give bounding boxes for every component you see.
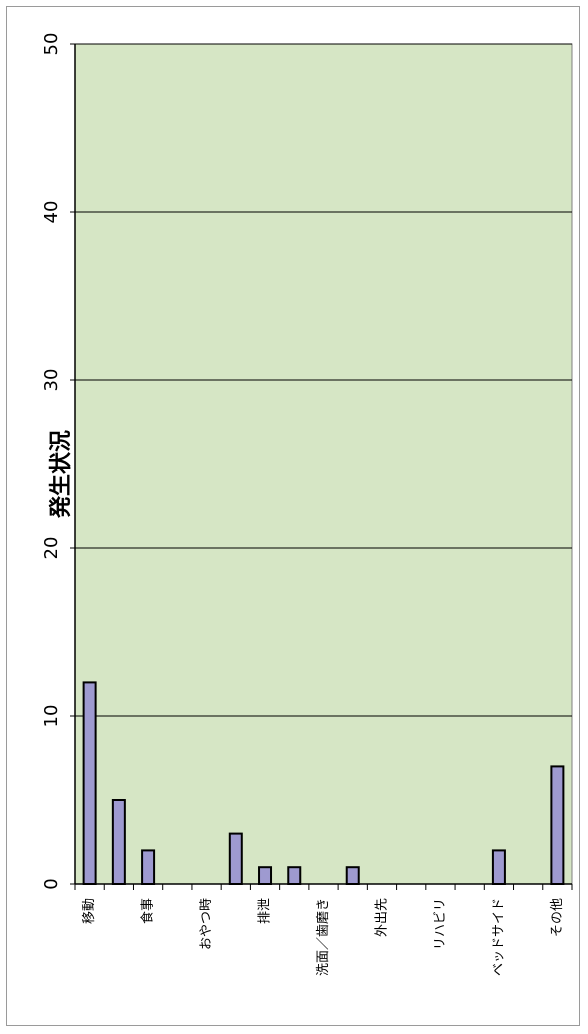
- value-tick-label: 40: [41, 201, 62, 224]
- bar: [287, 866, 302, 886]
- bars: [82, 681, 565, 886]
- value-tick-label: 50: [41, 33, 62, 56]
- bar: [228, 832, 243, 885]
- bar: [491, 849, 506, 886]
- bar: [550, 765, 565, 886]
- gridlines: [70, 43, 572, 885]
- category-label: 排泄: [258, 898, 273, 924]
- category-label: 洗面／歯磨き: [316, 898, 331, 976]
- value-tick-label: 20: [41, 537, 62, 560]
- bar: [141, 849, 156, 886]
- bar: [258, 866, 273, 886]
- category-label: 食事: [140, 898, 156, 924]
- category-labels: 移動 食事 おやつ時 排泄 洗面／歯磨き 外出先 リハビリ ベッドサイド その他: [82, 898, 565, 976]
- value-tick-labels: 0 10 20 30 40 50: [41, 33, 62, 890]
- axes: [74, 44, 573, 890]
- category-label: 移動: [82, 898, 97, 924]
- category-label: リハビリ: [433, 898, 448, 950]
- plot-area: [74, 43, 573, 885]
- category-label: その他: [550, 898, 565, 937]
- bar: [82, 681, 97, 886]
- bar: [345, 866, 360, 886]
- bar: [111, 799, 126, 885]
- category-label: おやつ時: [199, 898, 214, 950]
- chart-title: 発生状況: [49, 430, 74, 519]
- value-tick-label: 30: [41, 369, 62, 392]
- value-tick-label: 10: [41, 705, 62, 728]
- value-tick-label: 0: [41, 878, 62, 889]
- category-label: 外出先: [374, 898, 389, 937]
- category-label: ベッドサイド: [491, 898, 506, 976]
